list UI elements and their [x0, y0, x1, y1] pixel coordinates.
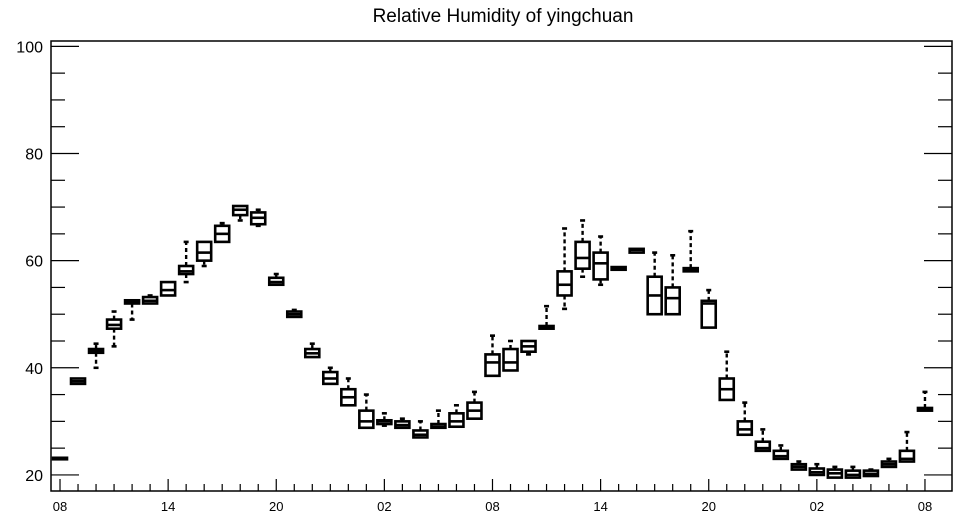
- x-tick-label: 08: [485, 499, 499, 514]
- box-item: [51, 456, 69, 461]
- box-item: [916, 390, 934, 412]
- box-item: [790, 460, 808, 471]
- box-series: [51, 204, 934, 479]
- y-tick-label: 80: [25, 147, 43, 164]
- box-item: [844, 465, 862, 479]
- box-iqr: [484, 353, 501, 378]
- box-item: [195, 240, 213, 268]
- box-item: [340, 377, 357, 407]
- box-item: [322, 366, 339, 386]
- box-item: [862, 468, 880, 478]
- box-iqr: [772, 449, 790, 461]
- box-item: [394, 417, 411, 430]
- box-iqr: [592, 251, 609, 281]
- box-iqr: [700, 299, 718, 329]
- box-item: [736, 401, 754, 437]
- box-item: [412, 420, 429, 439]
- box-item: [159, 280, 177, 297]
- box-iqr: [898, 449, 916, 463]
- box-item: [646, 251, 663, 316]
- chart-title: Relative Humidity of yingchuan: [373, 6, 634, 27]
- box-item: [556, 227, 573, 311]
- x-tick-label: 08: [918, 499, 932, 514]
- box-item: [213, 221, 231, 244]
- box-item: [249, 208, 267, 228]
- box-iqr: [177, 264, 195, 276]
- box-item: [376, 412, 393, 427]
- box-item: [898, 430, 916, 463]
- box-iqr: [736, 420, 754, 437]
- box-item: [430, 409, 447, 430]
- box-item: [682, 229, 700, 273]
- box-item: [448, 403, 465, 429]
- x-tick-label: 20: [701, 499, 715, 514]
- box-item: [267, 272, 285, 287]
- box-item: [502, 339, 519, 372]
- box-item: [718, 350, 736, 402]
- box-item: [105, 310, 123, 348]
- x-tick-label: 14: [593, 499, 607, 514]
- box-iqr: [358, 409, 375, 430]
- box-item: [466, 390, 483, 420]
- box-iqr: [448, 412, 465, 429]
- box-iqr: [556, 270, 573, 297]
- box-item: [87, 342, 105, 370]
- box-item: [123, 298, 141, 321]
- y-tick-label: 20: [25, 468, 43, 485]
- box-item: [141, 294, 159, 305]
- box-item: [177, 240, 195, 284]
- box-item: [664, 253, 681, 316]
- x-tick-label: 20: [269, 499, 283, 514]
- y-tick-label: 40: [25, 361, 43, 378]
- box-item: [700, 288, 718, 329]
- box-item: [69, 377, 87, 386]
- box-item: [231, 204, 249, 222]
- box-iqr: [159, 280, 177, 297]
- y-tick-label: 100: [16, 39, 43, 56]
- box-item: [520, 339, 537, 356]
- x-tick-label: 08: [53, 499, 67, 514]
- box-item: [628, 247, 645, 254]
- box-item: [880, 457, 898, 469]
- box-iqr: [664, 286, 681, 316]
- box-item: [538, 304, 555, 330]
- y-tick-label: 60: [25, 254, 43, 271]
- box-item: [772, 444, 790, 461]
- box-iqr: [754, 440, 772, 453]
- box-item: [484, 334, 501, 378]
- box-item: [826, 465, 844, 479]
- box-item: [303, 342, 321, 359]
- box-item: [754, 428, 772, 453]
- x-tick-label: 14: [161, 499, 175, 514]
- box-item: [610, 265, 627, 272]
- box-iqr: [502, 347, 519, 372]
- plot-axes: 20 40 60 80 100 08 14 20 02 08 14 20 02 08: [16, 39, 952, 514]
- box-item: [358, 393, 375, 430]
- box-item: [592, 235, 609, 287]
- plot-frame: [50, 40, 953, 492]
- box-item: [574, 219, 591, 279]
- box-item: [808, 462, 826, 477]
- x-tick-label: 02: [377, 499, 391, 514]
- box-item: [285, 308, 303, 319]
- box-iqr: [195, 240, 213, 262]
- box-iqr: [574, 240, 591, 270]
- x-tick-label: 02: [810, 499, 824, 514]
